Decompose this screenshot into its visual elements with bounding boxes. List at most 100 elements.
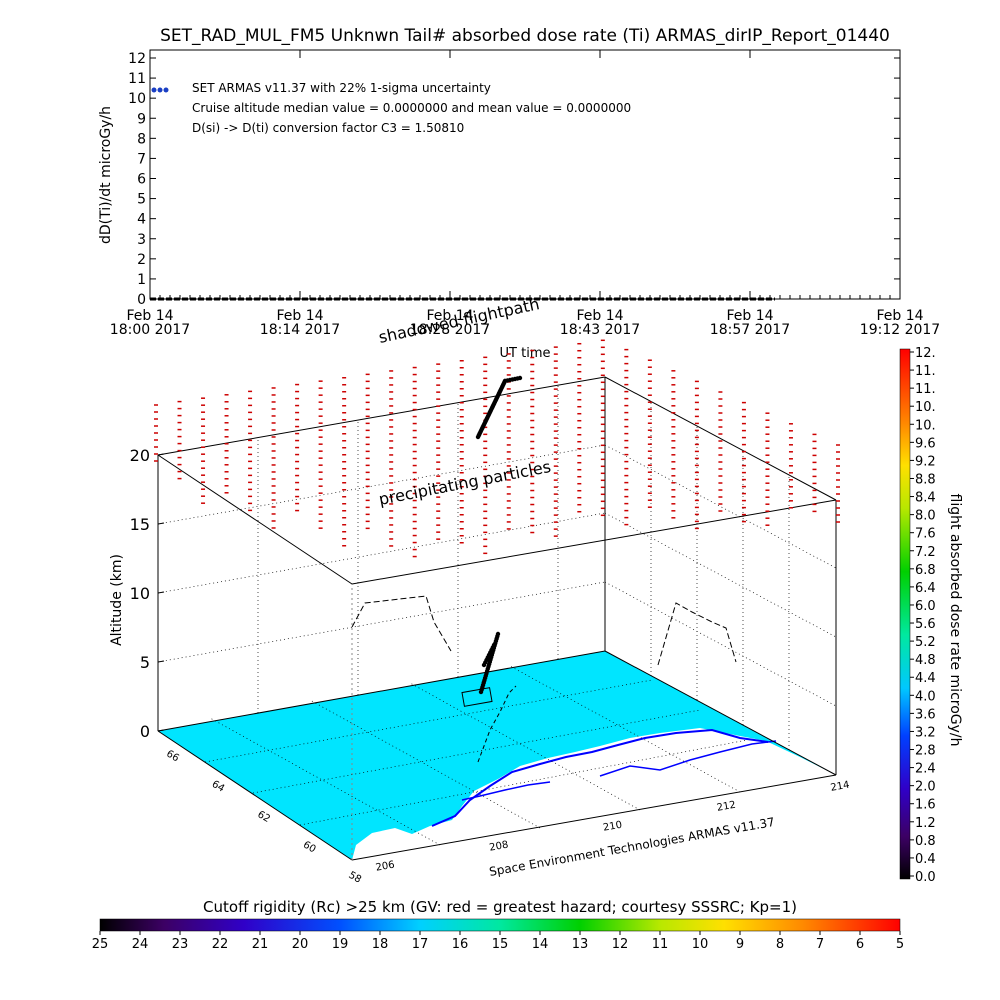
precipitating-particles	[154, 339, 840, 558]
dose-tick-label: 11.	[915, 382, 936, 397]
dose-tick-label: 10.	[915, 400, 936, 415]
cutoff-colorbar-fill	[99, 918, 901, 932]
x-tick-time: 18:14 2017	[260, 322, 340, 338]
altitude-tick-mark	[157, 660, 165, 663]
altitude-tick-label: 10	[130, 584, 150, 603]
land-mass	[352, 728, 836, 860]
dose-tick-label: 8.0	[915, 509, 936, 524]
cutoff-colorbar-ticks: 25 24 23 22 21 20 19 18 17 16 15 14 13 12 11 10 9 8 7 6 5	[92, 931, 904, 952]
cutoff-tick-label: 5	[896, 937, 904, 952]
dose-tick-label: 1.2	[915, 816, 936, 831]
latitude-tick-label: 64	[210, 779, 227, 795]
dose-tick-label: 5.6	[915, 617, 936, 632]
longitude-tick-label: 214	[830, 780, 851, 794]
longitude-ticks: 206 208 210 212 214	[375, 780, 851, 874]
x-tick-date: Feb 14	[126, 308, 173, 324]
cutoff-tick-label: 21	[252, 937, 269, 952]
dose-tick-label: 6.0	[915, 599, 936, 614]
longitude-tick-label: 208	[489, 840, 510, 854]
x-tick-date: Feb 14	[276, 308, 323, 324]
cutoff-tick-label: 25	[92, 937, 109, 952]
x-tick-time: 19:12 2017	[860, 322, 940, 338]
cutoff-tick-label: 11	[652, 937, 669, 952]
x-tick-date: Feb 14	[426, 308, 473, 324]
dose-tick-label: 4.4	[915, 671, 936, 686]
coastline	[461, 781, 551, 801]
y-tick-label: 1	[137, 272, 146, 288]
cutoff-colorbar-label: Cutoff rigidity (Rc) >25 km (GV: red = g…	[203, 898, 797, 916]
dose-tick-label: 8.8	[915, 472, 936, 487]
x-tick-time: 18:28 2017	[410, 322, 490, 338]
time-series-x-label: UT time	[500, 346, 551, 361]
dose-tick-label: 2.0	[915, 780, 936, 795]
flightpath-ground-shadow	[477, 685, 517, 763]
dose-tick-label: 5.2	[915, 635, 936, 650]
flightpath-shadow-side	[657, 602, 737, 666]
flightpath-shadow-back	[351, 595, 452, 652]
dose-tick-label: 2.4	[915, 762, 936, 777]
box-grid	[157, 385, 837, 846]
time-series-y-label: dD(Ti)/dt microGy/h	[98, 106, 114, 244]
cutoff-tick-label: 16	[452, 937, 469, 952]
altitude-tick-mark	[157, 453, 165, 456]
dose-tick-label: 3.2	[915, 725, 936, 740]
latitude-tick-label: 66	[164, 749, 181, 765]
latitude-ticks: 66 64 62 60 58	[164, 749, 363, 886]
dose-tick-label: 0.4	[915, 852, 936, 867]
cutoff-tick-label: 20	[292, 937, 309, 952]
cutoff-colorbar: Cutoff rigidity (Rc) >25 km (GV: red = g…	[92, 898, 904, 952]
cutoff-tick-label: 24	[132, 937, 149, 952]
flightpath-point	[517, 375, 523, 381]
airport-marker	[461, 687, 493, 707]
altitude-axis-label: Altitude (km)	[109, 554, 125, 646]
cutoff-tick-label: 8	[776, 937, 784, 952]
dose-tick-label: 7.2	[915, 545, 936, 560]
x-tick-time: 18:57 2017	[710, 322, 790, 338]
y-tick-label: 3	[137, 232, 146, 248]
cutoff-tick-label: 19	[332, 937, 349, 952]
y-tick-label: 10	[128, 91, 146, 107]
y-tick-label: 5	[137, 192, 146, 208]
altitude-tick-mark	[157, 729, 165, 732]
dose-tick-label: 3.6	[915, 707, 936, 722]
legend-marker	[151, 87, 157, 93]
x-tick-date: Feb 14	[576, 308, 623, 324]
y-tick-label: 6	[137, 172, 146, 188]
altitude-tick-label: 20	[130, 446, 150, 465]
dose-tick-label: 9.6	[915, 436, 936, 451]
y-tick-label: 11	[128, 71, 146, 87]
dose-tick-label: 11.	[915, 364, 936, 379]
latitude-tick-label: 62	[255, 809, 272, 825]
x-tick-time: 18:00 2017	[110, 322, 190, 338]
x-tick-time: 18:43 2017	[560, 322, 640, 338]
dose-tick-label: 1.6	[915, 798, 936, 813]
dose-colorbar-ticks: 0.0 0.4 0.8 1.2 1.6 2.0 2.4 2.8 3.2 3.6 4.0 4.4 4.8 5…	[910, 346, 936, 885]
cutoff-tick-label: 17	[412, 937, 429, 952]
dose-tick-label: 0.0	[915, 870, 936, 885]
figure-title: SET_RAD_MUL_FM5 Unknwn Tail# absorbed do…	[160, 26, 890, 46]
box-frame	[157, 376, 837, 861]
time-series-frame	[149, 49, 901, 300]
dose-tick-label: 2.8	[915, 744, 936, 759]
y-tick-label: 7	[137, 151, 146, 167]
cutoff-tick-label: 6	[856, 937, 864, 952]
dose-tick-label: 0.8	[915, 834, 936, 849]
cutoff-tick-label: 14	[532, 937, 549, 952]
y-tick-label: 2	[137, 252, 146, 268]
y-tick-label: 8	[137, 131, 146, 147]
cutoff-tick-label: 10	[692, 937, 709, 952]
time-series-legend: SET ARMAS v11.37 with 22% 1-sigma uncert…	[151, 81, 631, 135]
y-tick-label: 12	[128, 51, 146, 67]
x-tick-date: Feb 14	[876, 308, 923, 324]
cutoff-tick-label: 12	[612, 937, 629, 952]
label-shadowed-flightpath: shadowed flightpath	[377, 294, 541, 347]
altitude-ticks: 0 5 10 15 20	[130, 446, 165, 741]
annotation-conversion: D(si) -> D(ti) conversion factor C3 = 1.…	[192, 121, 464, 135]
cutoff-tick-label: 9	[736, 937, 744, 952]
latitude-tick-label: 60	[301, 839, 318, 855]
longitude-tick-label: 212	[716, 800, 737, 814]
coastline	[599, 740, 777, 777]
